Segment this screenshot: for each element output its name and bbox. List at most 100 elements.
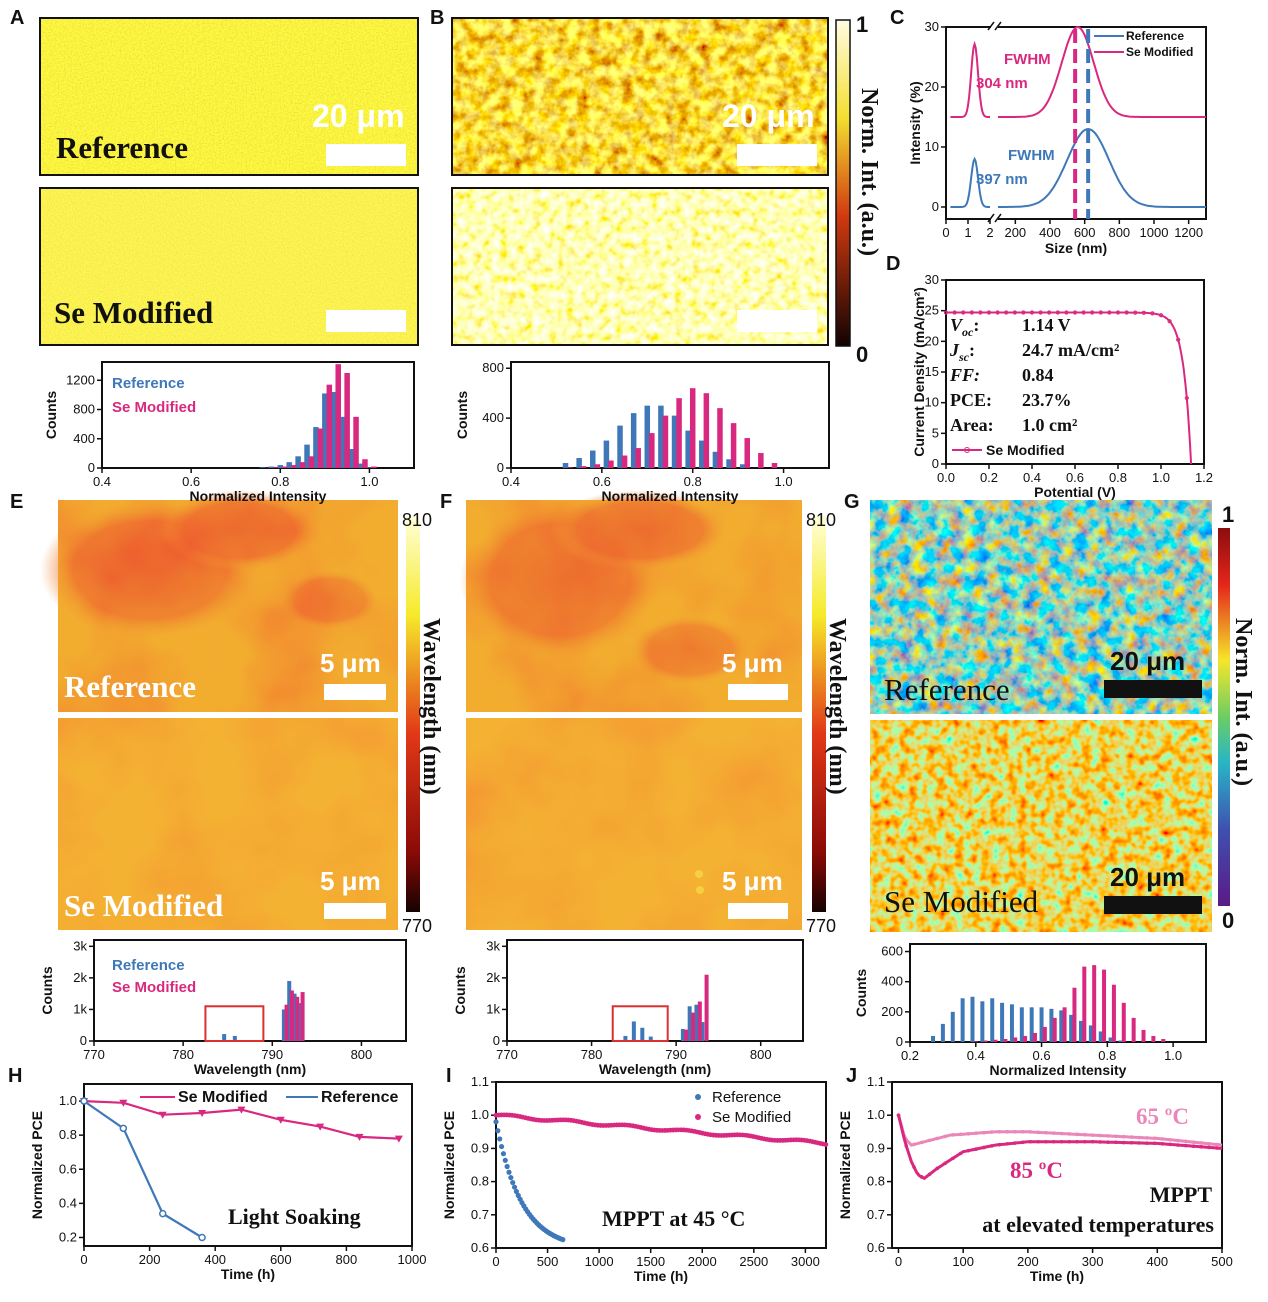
colorbar-g [1218, 528, 1230, 906]
y-tick-label: 400 [73, 431, 95, 446]
label-65c: 65 ºC [1136, 1104, 1189, 1129]
bar-reference [313, 427, 319, 468]
series-point-65c [1114, 1134, 1118, 1139]
y-tick-label: 10 [925, 139, 939, 154]
bar-se-modified [676, 398, 682, 468]
panel-label-j: J [846, 1065, 857, 1087]
bar-reference [1049, 1008, 1054, 1042]
y-tick-label: 0.2 [59, 1229, 77, 1244]
bar-se-modified [284, 1004, 289, 1041]
series-point-65c [1013, 1130, 1017, 1134]
bar-reference [680, 1029, 685, 1041]
jv-marker [1141, 310, 1146, 315]
series-point-65c [1183, 1139, 1188, 1144]
series-point-reference [498, 1143, 505, 1150]
bar-se-modified [308, 456, 315, 468]
series-point-65c [1106, 1134, 1110, 1138]
bar-se-modified [580, 466, 587, 468]
series-point-reference [513, 1188, 520, 1195]
x-tick-label: 1200 [1174, 225, 1203, 240]
bar-se-modified [300, 992, 305, 1041]
plot-frame [495, 1081, 827, 1249]
param-value: 1.14 V [1022, 315, 1071, 335]
series-point-65c [989, 1130, 994, 1134]
jv-marker [1004, 310, 1009, 315]
bar-reference [1098, 1031, 1103, 1042]
annotation-light-soaking: Light Soaking [228, 1204, 361, 1229]
y-axis-label: Current Density (mA/cm²) [911, 287, 927, 457]
x-tick-label: 0 [492, 1254, 499, 1269]
bar-reference [630, 413, 637, 468]
bar-reference [286, 462, 292, 468]
x-axis-label: Time (h) [634, 1268, 688, 1284]
bar-se-modified [1141, 1029, 1146, 1042]
x-tick-label: 0.8 [684, 474, 702, 489]
panel-label-f: F [440, 491, 452, 513]
bar-reference [644, 405, 651, 468]
jv-marker [1081, 310, 1086, 315]
param-colon: : [969, 340, 975, 360]
x-tick-label: 100 [952, 1254, 974, 1269]
colorbar-e-title: Wavelength (nm) [418, 618, 444, 795]
series-point-85c [1160, 1142, 1165, 1146]
x-tick-label: 400 [204, 1252, 226, 1267]
annotation-fwhm-value: 397 nm [976, 171, 1028, 188]
x-tick-label: 3000 [791, 1254, 820, 1269]
y-tick-label: 30 [925, 19, 939, 34]
axis-break-mark [994, 213, 1002, 223]
y-tick-label: 0.9 [867, 1140, 885, 1155]
x-tick-label: 500 [537, 1254, 559, 1269]
bar-reference [259, 467, 266, 468]
x-axis-label: Wavelength (nm) [194, 1061, 306, 1077]
scale-text-e: 5 μm [320, 648, 381, 678]
series-point-85c [943, 1161, 947, 1166]
series-point-65c [982, 1130, 986, 1135]
bar-se-modified [1052, 1017, 1057, 1042]
series-point-85c [1028, 1139, 1033, 1144]
x-tick-label: 0.2 [901, 1048, 919, 1063]
colorbar-e [406, 516, 420, 912]
bar-reference [268, 466, 275, 468]
bar-se-modified [290, 465, 297, 468]
series-point-85c [1183, 1143, 1188, 1148]
panel-label-i: I [446, 1065, 452, 1087]
chart-g: 0.2 0.4 0.6 0.8 1.0 0 200 400 600 Normalized Inte… [853, 943, 1207, 1078]
y-axis-label: Normalized PCE [837, 1111, 853, 1219]
bar-reference [1059, 1010, 1064, 1042]
bar-reference [990, 998, 995, 1042]
series-point-65c [1152, 1136, 1157, 1141]
bar-reference [712, 451, 719, 468]
y-tick-label: 0.6 [59, 1161, 77, 1176]
series-point-85c [927, 1172, 932, 1177]
panel-label-c: C [890, 7, 904, 29]
series-point-reference [504, 1163, 510, 1170]
jv-marker [1072, 310, 1078, 315]
y-axis-label: Normalized PCE [441, 1111, 457, 1219]
bar-reference [980, 1001, 985, 1042]
annotation-fwhm: FWHM [1004, 51, 1051, 68]
x-tick-label: 770 [496, 1047, 518, 1062]
bar-se-modified [281, 466, 288, 468]
param-value: 24.7 mA/cm² [1022, 340, 1119, 360]
x-tick-label: 0.6 [182, 474, 200, 489]
bar-reference [366, 467, 373, 468]
series-point-se-modified [119, 1099, 128, 1107]
x-tick-label: 200 [1017, 1254, 1039, 1269]
series-point-65c [958, 1132, 963, 1137]
y-tick-label: 0.9 [471, 1140, 489, 1155]
bar-se-modified [1111, 984, 1116, 1042]
y-tick-label: 0.4 [59, 1195, 77, 1210]
bar-se-modified [594, 464, 601, 468]
x-axis-label: Wavelength (nm) [599, 1061, 711, 1077]
x-tick-label: 0.6 [1033, 1048, 1051, 1063]
x-tick-label: 0.6 [593, 474, 611, 489]
scale-bar-a2 [326, 310, 406, 332]
legend-marker-se-modified [695, 1114, 701, 1120]
y-axis-label: Intensity (%) [907, 81, 923, 164]
x-tick-label: 2000 [688, 1254, 717, 1269]
colorbar-f-title: Wavelength (nm) [824, 618, 850, 795]
series-point-85c [912, 1165, 916, 1169]
scale-bar-b [737, 144, 817, 166]
x-tick-label: 2 [986, 225, 993, 240]
bar-reference [603, 440, 610, 468]
